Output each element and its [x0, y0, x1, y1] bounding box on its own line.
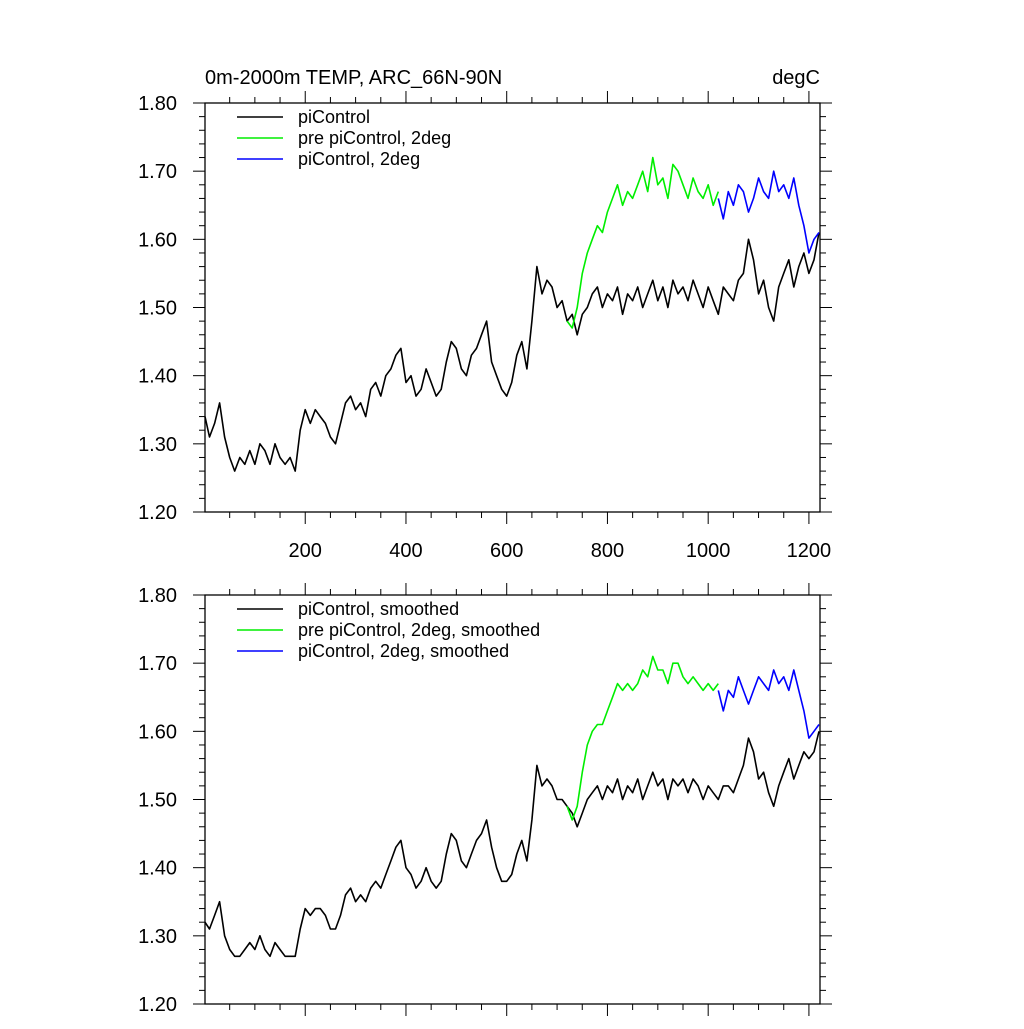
legend-label: piControl, 2deg	[298, 149, 420, 169]
y-tick-label: 1.50	[138, 298, 177, 320]
y-tick-label: 1.80	[138, 585, 177, 607]
y-tick-label: 1.40	[138, 858, 177, 880]
top-panel: 0m-2000m TEMP, ARC_66N-90N degC 1.20 1.30…	[138, 67, 832, 562]
y-tick-label: 1.30	[138, 926, 177, 948]
legend-label: piControl, 2deg, smoothed	[298, 641, 509, 661]
legend-label: pre piControl, 2deg	[298, 128, 451, 148]
series-line-0	[204, 232, 820, 472]
series-line-2	[717, 170, 820, 254]
series-line-2	[717, 669, 820, 739]
legend-label: piControl, smoothed	[298, 599, 459, 619]
x-tick-label: 1200	[787, 540, 832, 562]
y-tick-label: 1.20	[138, 502, 177, 524]
x-tick-label: 1000	[686, 540, 731, 562]
series-line-0	[204, 731, 820, 958]
x-tick-label: 600	[490, 540, 523, 562]
y-tick-label: 1.20	[138, 994, 177, 1016]
legend-label: piControl	[298, 107, 370, 127]
y-tick-label: 1.60	[138, 229, 177, 251]
y-tick-label: 1.70	[138, 653, 177, 675]
x-tick-label: 400	[389, 540, 422, 562]
y-tick-label: 1.40	[138, 366, 177, 388]
x-tick-label: 800	[591, 540, 624, 562]
bottom-panel: 1.20 1.30 1.40 1.50 1.60 1.70 1.80 piControl, s…	[138, 583, 832, 1016]
panel-title: 0m-2000m TEMP, ARC_66N-90N	[205, 67, 502, 89]
units-label: degC	[772, 67, 820, 89]
legend-label: pre piControl, 2deg, smoothed	[298, 620, 540, 640]
y-tick-label: 1.80	[138, 93, 177, 115]
y-tick-label: 1.70	[138, 161, 177, 183]
series-line-1	[566, 156, 720, 329]
series-line-1	[566, 655, 719, 821]
y-tick-label: 1.50	[138, 790, 177, 812]
x-tick-label: 200	[289, 540, 322, 562]
y-tick-label: 1.60	[138, 721, 177, 743]
y-tick-label: 1.30	[138, 434, 177, 456]
